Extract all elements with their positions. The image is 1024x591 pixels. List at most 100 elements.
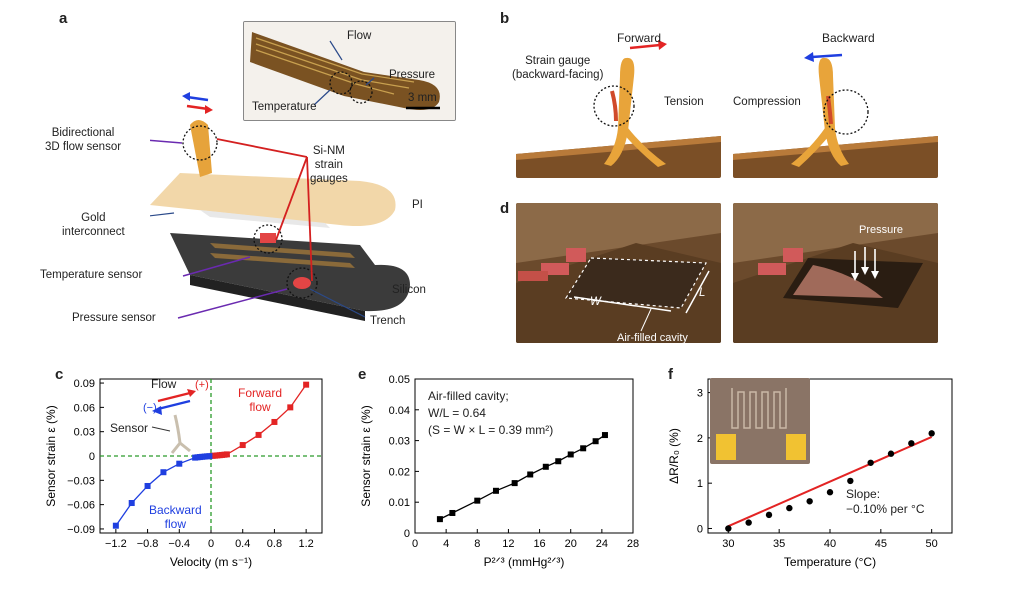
backward-render [733, 36, 938, 178]
y-tick-label: −0.09 [67, 524, 95, 536]
x-tick-label: −0.4 [168, 538, 190, 550]
data-point [806, 498, 813, 505]
data-point [112, 522, 119, 529]
pressure-render-illustration [733, 203, 938, 343]
data-point [826, 489, 834, 496]
y-tick-label: 0.05 [389, 374, 410, 386]
inset-photo: Flow Pressure Temperature 3 mm [243, 21, 456, 121]
x-tick-label: 0.4 [235, 538, 250, 550]
data-point [867, 459, 874, 466]
data-point [160, 469, 167, 476]
temperature-sensor-inset-illustration [710, 378, 810, 464]
data-point [601, 432, 608, 439]
data-point [255, 431, 262, 438]
y-tick-label: 0 [89, 451, 95, 463]
x-tick-label: 50 [926, 538, 938, 550]
backward-flow-annotation: Backward flow [149, 503, 202, 531]
data-point [745, 519, 752, 526]
temperature-sensor-label: Temperature sensor [40, 269, 143, 281]
flow-backward-arrow [157, 399, 191, 411]
data-point [725, 525, 732, 532]
x-axis-label: P²ᐟ³ (mmHg²ᐟ³) [484, 555, 565, 569]
inset-device-illustration [244, 22, 455, 120]
data-point [223, 451, 230, 458]
chart-c: −1.2 −0.8 −0.4 0 0.4 0.8 1.2 −0.09 −0.06 −0.03 0 0.… [44, 378, 323, 569]
pi-label: PI [412, 199, 423, 211]
y-axis-label: Sensor strain ε (%) [359, 405, 373, 506]
y-tick-label: −0.03 [67, 475, 95, 487]
tension-label: Tension [664, 96, 704, 108]
x-tick-label: 24 [596, 538, 608, 550]
pressure-sensor-label: Pressure sensor [72, 312, 156, 324]
cavity-l-label: L [699, 287, 706, 299]
chart-e: 0 4 8 12 16 20 24 28 0 0.01 0.02 0.03 0.04 0.05 P²ᐟ³ (… [359, 374, 639, 569]
trench-label: Trench [370, 315, 406, 327]
cavity-annotation-line3: (S = W × L = 0.39 mm²) [428, 423, 554, 437]
compression-label: Compression [733, 96, 801, 108]
sensor-pointer [151, 426, 171, 432]
y-tick-label: 0 [697, 523, 703, 535]
data-point [580, 445, 587, 452]
forward-label: Forward [617, 31, 662, 45]
data-point [527, 471, 534, 478]
data-point [908, 440, 915, 447]
data-point [303, 381, 310, 388]
chart-f: 30 35 40 45 50 0 1 2 3 Temperature (°C) ΔR/R₀ (%) [667, 378, 953, 569]
strain-gauges-label: Si-NM strain gauges [310, 145, 348, 185]
x-tick-label: 28 [627, 538, 639, 550]
data-point [786, 504, 793, 512]
gold-interconnect-label: Gold interconnect [62, 212, 125, 238]
x-tick-label: 35 [773, 538, 785, 550]
data-point [928, 430, 935, 437]
y-tick-label: 0.02 [389, 466, 410, 478]
data-point [176, 460, 183, 467]
panel-label-a: a [59, 10, 68, 27]
panel-label-c: c [55, 366, 64, 383]
x-tick-label: 0 [208, 538, 214, 550]
data-point [765, 511, 773, 519]
flow-backward-arrowhead [152, 406, 162, 415]
flow-annotation: Flow [151, 377, 177, 391]
silicon-label: Silicon [392, 284, 426, 296]
slope-annotation-line1: Slope: [846, 487, 881, 501]
y-tick-label: −0.06 [67, 500, 95, 512]
y-tick-label: 0 [404, 528, 410, 540]
y-tick-label: 0.04 [389, 405, 410, 417]
data-point [592, 438, 599, 445]
backward-render-illustration [733, 57, 938, 178]
data-point [271, 418, 278, 425]
y-tick-label: 0.09 [74, 378, 95, 390]
cavity-render-illustration [516, 203, 721, 343]
forward-render-illustration [516, 57, 721, 178]
x-tick-label: 30 [722, 538, 734, 550]
x-tick-label: 1.2 [298, 538, 313, 550]
temperature-sensor-inset [710, 378, 810, 464]
x-tick-label: 0 [412, 538, 418, 550]
exploded-device-illustration [150, 92, 410, 321]
strain-gauge-label: Strain gauge (backward-facing) [512, 55, 604, 81]
data-point [492, 487, 499, 494]
flow-forward-arrowhead [187, 389, 196, 397]
data-point [436, 516, 443, 523]
x-axis-label: Temperature (°C) [784, 555, 876, 569]
y-axis-label: Sensor strain ε (%) [44, 405, 58, 506]
cavity-w-label: W [590, 296, 601, 308]
x-tick-label: −0.8 [137, 538, 159, 550]
fit-line [727, 436, 933, 528]
x-axis-label: Velocity (m s⁻¹) [170, 555, 252, 569]
x-tick-label: 40 [824, 538, 836, 550]
data-point [887, 450, 895, 457]
data-point [449, 509, 456, 516]
data-point [287, 404, 294, 411]
y-tick-label: 0.03 [389, 436, 410, 448]
data-point [239, 442, 246, 449]
inset-temperature-label: Temperature [252, 101, 317, 113]
pressure-render [733, 203, 938, 343]
plus-annotation: (+) [195, 379, 209, 391]
y-tick-label: 3 [697, 388, 703, 400]
forward-flow-annotation: Forward flow [238, 386, 283, 414]
cavity-annotation-line2: W/L = 0.64 [428, 406, 486, 420]
minus-annotation: (−) [143, 402, 157, 414]
inset-scale-bar-label: 3 mm [408, 92, 437, 104]
inset-flow-label: Flow [347, 30, 372, 42]
